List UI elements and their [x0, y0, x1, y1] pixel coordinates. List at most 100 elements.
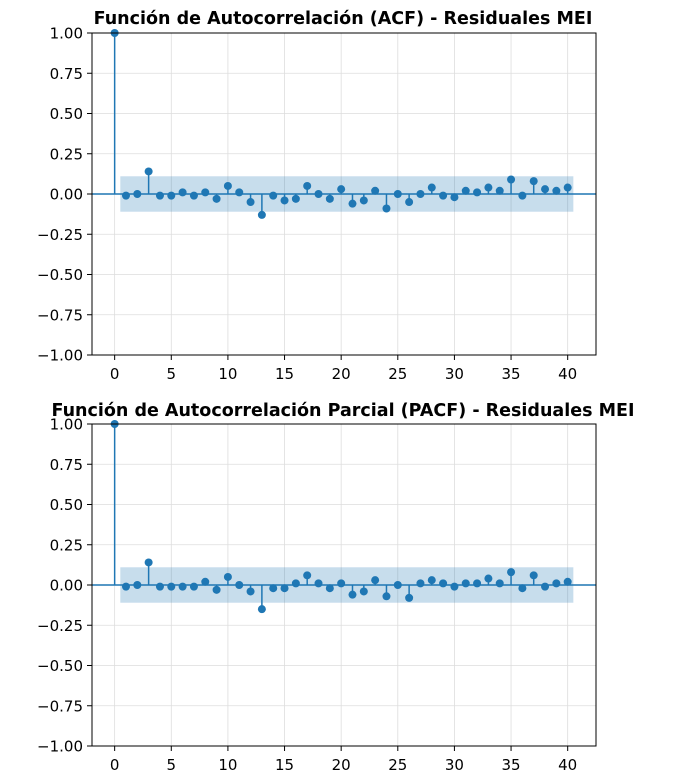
pacf-x-tick-label: 15 — [275, 756, 294, 774]
pacf-y-tick-label: −1.00 — [37, 738, 83, 756]
pacf-chart-title: Función de Autocorrelación Parcial (PACF… — [52, 401, 635, 421]
pacf-point-lag-30 — [450, 582, 459, 591]
pacf-point-lag-14 — [269, 584, 278, 593]
pacf-point-lag-32 — [473, 579, 482, 588]
acf-y-tick-label: −0.75 — [37, 306, 83, 324]
acf-y-tick-label: 0.25 — [50, 145, 83, 163]
acf-point-lag-4 — [155, 191, 164, 200]
pacf-point-lag-33 — [484, 574, 493, 583]
pacf-point-lag-20 — [337, 579, 346, 588]
acf-point-lag-26 — [405, 198, 414, 207]
pacf-point-lag-15 — [280, 584, 289, 593]
acf-point-lag-33 — [484, 183, 493, 192]
acf-stems — [110, 29, 572, 219]
acf-point-lag-9 — [212, 194, 221, 203]
acf-point-lag-32 — [473, 188, 482, 197]
acf-point-lag-31 — [461, 186, 470, 195]
acf-y-tick-label: −0.25 — [37, 226, 83, 244]
acf-x-tick-label: 15 — [275, 365, 294, 383]
pacf-point-lag-22 — [359, 587, 368, 596]
acf-point-lag-11 — [235, 188, 244, 197]
acf-y-tick-label: 0.50 — [50, 105, 83, 123]
pacf-point-lag-19 — [325, 584, 334, 593]
pacf-point-lag-28 — [427, 576, 436, 585]
acf-point-lag-6 — [178, 188, 187, 197]
acf-y-tick-label: −0.50 — [37, 266, 83, 284]
acf-point-lag-19 — [325, 194, 334, 203]
acf-point-lag-22 — [359, 196, 368, 205]
acf-y-tick-label: −1.00 — [37, 347, 83, 365]
pacf-point-lag-6 — [178, 582, 187, 591]
pacf-point-lag-9 — [212, 585, 221, 594]
acf-point-lag-17 — [303, 181, 312, 190]
acf-x-tick-label: 35 — [502, 365, 521, 383]
acf-x-tick-label: 40 — [558, 365, 577, 383]
acf-point-lag-36 — [518, 191, 527, 200]
pacf-y-tick-label: 0.50 — [50, 496, 83, 514]
acf-x-tick-label: 10 — [218, 365, 237, 383]
pacf-y-tick-label: 1.00 — [50, 416, 83, 434]
pacf-point-lag-3 — [144, 558, 153, 567]
pacf-y-tick-label: −0.75 — [37, 697, 83, 715]
pacf-point-lag-37 — [529, 571, 538, 580]
pacf-point-lag-23 — [371, 576, 380, 585]
pacf-point-lag-38 — [541, 582, 550, 591]
pacf-x-tick-label: 35 — [502, 756, 521, 774]
pacf-point-lag-27 — [416, 579, 425, 588]
acf-point-lag-37 — [529, 177, 538, 186]
pacf-point-lag-36 — [518, 584, 527, 593]
pacf-point-lag-18 — [314, 579, 323, 588]
acf-point-lag-8 — [201, 188, 210, 197]
acf-point-lag-29 — [439, 191, 448, 200]
acf-point-lag-3 — [144, 167, 153, 176]
pacf-chart: Función de Autocorrelación Parcial (PACF… — [37, 401, 634, 774]
pacf-point-lag-12 — [246, 587, 255, 596]
pacf-y-tick-label: −0.50 — [37, 657, 83, 675]
pacf-point-lag-1 — [121, 582, 130, 591]
acf-point-lag-39 — [552, 186, 561, 195]
acf-point-lag-24 — [382, 204, 391, 213]
pacf-x-tick-label: 10 — [218, 756, 237, 774]
acf-point-lag-16 — [291, 194, 300, 203]
acf-point-lag-10 — [223, 181, 232, 190]
acf-point-lag-18 — [314, 190, 323, 198]
pacf-point-lag-24 — [382, 592, 391, 601]
acf-point-lag-28 — [427, 183, 436, 192]
acf-y-tick-label: 0.75 — [50, 65, 83, 83]
pacf-y-tick-label: −0.25 — [37, 617, 83, 635]
acf-point-lag-40 — [563, 183, 572, 192]
pacf-point-lag-5 — [167, 582, 176, 591]
acf-point-lag-5 — [167, 191, 176, 200]
pacf-point-lag-7 — [189, 582, 198, 591]
acf-point-lag-20 — [337, 185, 346, 194]
acf-point-lag-13 — [257, 210, 266, 219]
acf-point-lag-12 — [246, 198, 255, 207]
acf-chart-title: Función de Autocorrelación (ACF) - Resid… — [94, 9, 593, 29]
acf-point-lag-30 — [450, 193, 459, 202]
pacf-point-lag-8 — [201, 577, 210, 586]
pacf-x-tick-label: 25 — [388, 756, 407, 774]
pacf-point-lag-35 — [507, 568, 516, 577]
pacf-point-lag-29 — [439, 579, 448, 588]
acf-point-lag-14 — [269, 191, 278, 200]
acf-point-lag-34 — [495, 186, 504, 195]
pacf-point-lag-34 — [495, 579, 504, 588]
acf-chart: Función de Autocorrelación (ACF) - Resid… — [37, 9, 597, 383]
pacf-point-lag-13 — [257, 605, 266, 614]
pacf-x-tick-label: 30 — [445, 756, 464, 774]
pacf-point-lag-21 — [348, 590, 357, 599]
acf-point-lag-21 — [348, 199, 357, 208]
pacf-point-lag-10 — [223, 572, 232, 581]
acf-point-lag-2 — [133, 190, 142, 198]
acf-point-lag-25 — [393, 190, 402, 198]
pacf-point-lag-16 — [291, 579, 300, 588]
acf-point-lag-35 — [507, 175, 516, 184]
pacf-point-lag-11 — [235, 581, 244, 589]
acf-point-lag-27 — [416, 190, 425, 198]
pacf-stems — [110, 420, 572, 614]
pacf-x-tick-label: 20 — [332, 756, 351, 774]
pacf-x-tick-label: 40 — [558, 756, 577, 774]
pacf-y-tick-label: 0.75 — [50, 456, 83, 474]
acf-point-lag-23 — [371, 186, 380, 195]
pacf-point-lag-39 — [552, 579, 561, 588]
